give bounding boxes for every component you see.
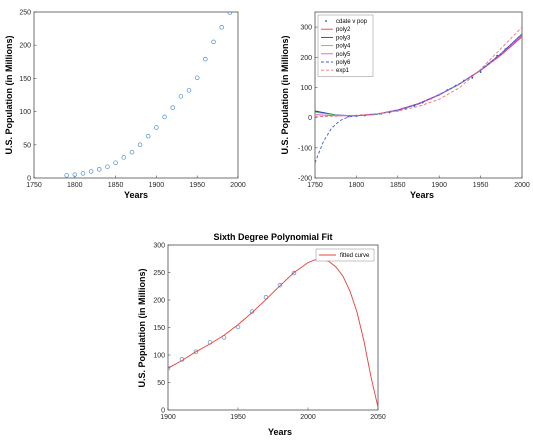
plot-1-series-group (64, 12, 233, 178)
plot-1-ylabel: U.S. Population (in Millions) (4, 36, 14, 155)
plot-2-xtick-label: 1850 (390, 182, 406, 189)
plot-2-ytick-label: -100 (298, 145, 312, 152)
plot-1-point-data (80, 171, 86, 176)
plot-2-xtick-label: 1950 (473, 182, 489, 189)
plot-3-point-data (193, 349, 199, 354)
plot-2-marks (315, 26, 522, 164)
plot-2-ticks: 1750 1800 1850 1900 1950 2000 -200 -100 0 100 200 3… (298, 25, 530, 189)
plot-2-ylabel: U.S. Population (in Millions) (280, 36, 290, 155)
plot-3-line-fitted-curve (168, 258, 378, 408)
plot-1-ytick-label: 200 (19, 43, 31, 50)
plot-2-series-group (315, 26, 522, 164)
plot-1-ytick-label: 250 (19, 10, 31, 17)
plot-3-point-data (249, 309, 255, 314)
plot-3-area (167, 244, 379, 411)
plot-2-legend-swatch-cdate-v-pop (325, 20, 327, 22)
plot-1-point-data (203, 56, 208, 62)
plot-1-point-data (97, 167, 102, 172)
plot-3-ytick-label: 150 (153, 325, 165, 332)
plot-1-marks (64, 12, 233, 178)
plot-1-ticks: 1750 1800 1850 1900 1950 2000 0 50 100 150 200 250 (19, 10, 246, 190)
plot-2-ytick-label: -200 (298, 176, 312, 183)
plot-3-legend-box (315, 248, 375, 262)
plot-2-ytick-label: 200 (300, 55, 312, 62)
plot-1-point-data (129, 149, 135, 155)
plot-1-point-data (227, 12, 233, 15)
plot-1-point-data (121, 155, 127, 160)
plot-3-xtick-label: 2050 (370, 414, 386, 421)
plot-3-legend: fitted curve (315, 248, 375, 262)
plot-3-legend-label-fitted-curve: fitted curve (340, 253, 370, 259)
plot-1-area (33, 11, 239, 179)
plot-1-xtick-label: 1850 (108, 182, 124, 189)
plot-1-point-data (64, 173, 69, 178)
plot-1-ytick-label: 150 (19, 76, 31, 83)
plot-3-ytick-label: 200 (153, 298, 165, 305)
plot-2-ytick-label: 300 (300, 25, 312, 32)
plot-1-ytick-label: 0 (27, 176, 31, 183)
plot-2-legend: cdate v pop poly2 poly3 poly4 poly5 poly6 exp1 (317, 14, 374, 77)
plot-3-marks (168, 258, 378, 408)
plot-3-ytick-label: 0 (161, 408, 165, 415)
plot-3-series-group (168, 258, 378, 408)
plot-1-point-data (162, 114, 167, 120)
plot-1-xtick-label: 1800 (67, 182, 83, 189)
plot-3-ytick-label: 300 (153, 243, 165, 250)
plot-2-xtick-label: 1800 (349, 182, 365, 189)
plot-2-legend-label-poly5: poly5 (336, 52, 351, 58)
plot-1-xtick-label: 1950 (189, 182, 205, 189)
plot-1-point-data (170, 105, 175, 110)
plot-3: Sixth Degree Polynomial Fit 1900 1950 2000… (137, 232, 386, 437)
plot-1-point-data (178, 94, 184, 99)
plot-1-point-data (211, 39, 216, 45)
plot-1-xtick-label: 1900 (149, 182, 165, 189)
plot-2-legend-label-poly2: poly2 (336, 27, 351, 33)
plot-2-xlabel: Years (410, 190, 434, 200)
plot-2-legend-label-poly6: poly6 (336, 60, 351, 66)
plot-1-xlabel: Years (124, 190, 148, 200)
plot-2-ytick-label: 100 (300, 85, 312, 92)
plot-1-ytick-label: 100 (19, 109, 31, 116)
plot-1-point-data (145, 133, 151, 139)
plot-2-legend-label-poly4: poly4 (336, 44, 351, 50)
plot-2-legend-label-exp1: exp1 (336, 68, 350, 74)
plot-3-ylabel: U.S. Population (in Millions) (137, 269, 147, 388)
plot-1-point-data (88, 169, 94, 174)
plot-1-point-data (186, 88, 192, 93)
plot-2-legend-label-cdate-v-pop: cdate v pop (336, 19, 368, 25)
plot-1-xtick-label: 1750 (26, 182, 42, 189)
plot-3-point-data (291, 270, 297, 276)
plot-3-point-data (277, 282, 283, 288)
plot-1-ytick-label: 50 (23, 142, 31, 149)
plot-1-point-data (194, 75, 200, 80)
plot-3-xlabel: Years (268, 427, 292, 437)
plot-2-xtick-label: 1900 (431, 182, 447, 189)
plot-1-point-data (137, 142, 143, 148)
plot-3-title: Sixth Degree Polynomial Fit (213, 232, 332, 242)
plot-3-xtick-label: 1950 (230, 414, 246, 421)
plot-2-xtick-label: 1750 (307, 182, 323, 189)
plot-2-xtick-label: 2000 (514, 182, 530, 189)
plot-1: 1750 1800 1850 1900 1950 2000050100150200250 … (4, 10, 246, 201)
plot-1-point-data (219, 25, 224, 30)
plot-3-xtick-label: 1900 (160, 414, 176, 421)
plot-2-legend-label-poly3: poly3 (336, 35, 351, 41)
plot-3-ticks: 1900 1950 2000 2050 0 50 100 150 200 250 300 (153, 243, 386, 422)
plot-3-ytick-label: 250 (153, 270, 165, 277)
plot-1-point-data (105, 164, 110, 169)
plot-1-point-data (113, 160, 118, 165)
plot-1-xtick-label: 2000 (230, 182, 246, 189)
plot-1-point-data (154, 125, 159, 130)
plot-2-line-exp1 (315, 26, 522, 118)
plot-2-ytick-label: 0 (308, 115, 312, 122)
plot-2-point-cdate-v-pop (479, 71, 482, 73)
plot-3-ytick-label: 50 (157, 380, 165, 387)
plot-2: 1750 1800 1850 1900 1950 2000 -200 -100 0 100 200 3… (280, 11, 530, 200)
plot-1-point-data (72, 172, 78, 177)
plot-3-ytick-label: 100 (153, 353, 165, 360)
plot-3-xtick-label: 2000 (300, 414, 316, 421)
plot-3-point-data (168, 365, 171, 371)
